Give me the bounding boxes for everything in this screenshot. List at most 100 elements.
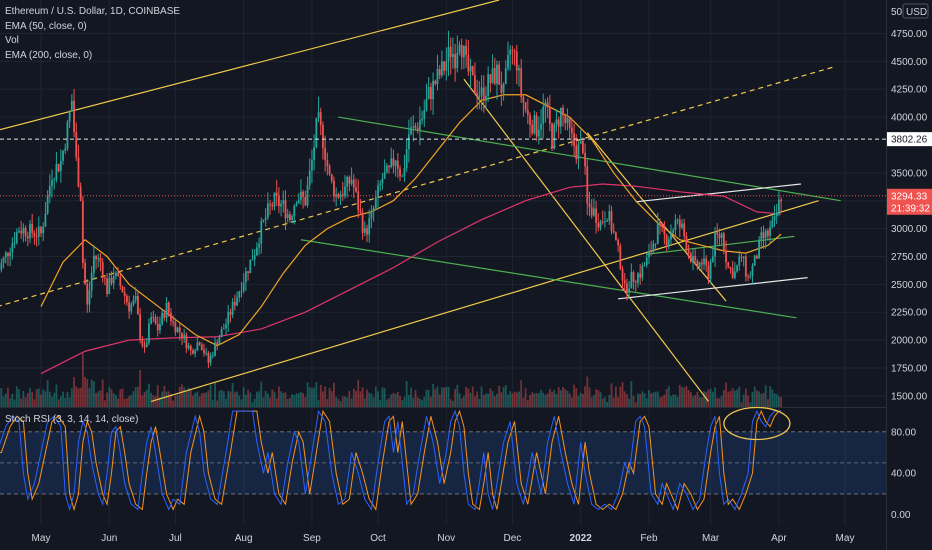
volume-bar: [159, 396, 161, 407]
volume-bar: [639, 394, 642, 407]
candle-body: [628, 288, 631, 293]
candle-body: [200, 344, 203, 350]
volume-bar: [132, 391, 135, 407]
level-badge: [887, 132, 932, 147]
candle-body: [480, 87, 483, 96]
volume-bar: [751, 391, 754, 407]
symbol-title[interactable]: Ethereum / U.S. Dollar, 1D, COINBASE: [5, 6, 181, 17]
price-tick-label: 2500.00: [891, 280, 928, 291]
candle-body: [652, 243, 655, 252]
candle-body: [504, 68, 507, 84]
candle-body: [493, 68, 496, 84]
volume-bar: [529, 395, 531, 407]
volume-bar: [282, 392, 285, 407]
stoch-rsi-legend[interactable]: Stoch RSI (3, 3, 14, 14, close): [5, 414, 139, 425]
volume-bar: [707, 389, 710, 407]
candle-body: [590, 207, 593, 216]
candle-body: [156, 323, 159, 331]
candle-body: [196, 342, 199, 351]
volume-bar: [535, 393, 538, 407]
candle-body: [597, 223, 600, 228]
candle-body: [533, 115, 536, 134]
volume-bar: [731, 388, 734, 407]
candle-body: [192, 350, 194, 354]
candle-body: [709, 261, 712, 279]
volume-bar: [454, 389, 457, 407]
volume-bar: [286, 398, 289, 407]
candle-body: [220, 329, 223, 338]
volume-bar: [62, 391, 64, 407]
candle-body: [178, 327, 181, 333]
annotation-ellipse: [723, 406, 791, 441]
candle-body: [421, 118, 423, 121]
candle-body: [388, 165, 390, 168]
volume-bar: [711, 391, 714, 407]
candle-body: [476, 92, 479, 98]
volume-bar: [615, 386, 617, 407]
volume-bar: [33, 399, 36, 407]
currency-label: USD: [906, 7, 927, 18]
volume-bar: [465, 386, 468, 407]
candle-body: [544, 102, 547, 107]
volume-bar: [66, 391, 69, 407]
candle-body: [46, 195, 49, 214]
time-tick-label: Jul: [169, 533, 182, 544]
volume-bar: [134, 387, 137, 407]
volume-bar: [176, 395, 179, 407]
volume-bar: [720, 395, 723, 407]
candle-body: [577, 143, 580, 160]
volume-bar: [225, 398, 227, 407]
candle-body: [229, 312, 232, 315]
volume-bar: [482, 394, 485, 407]
volume-bar: [526, 400, 529, 407]
last-price-badge: [887, 188, 932, 215]
volume-bar: [35, 389, 38, 407]
candle-body: [48, 185, 51, 196]
volume-bar: [319, 384, 322, 407]
volume-bar: [48, 391, 51, 407]
volume-bar: [13, 399, 16, 407]
candle-body: [610, 211, 613, 232]
candle-body: [775, 213, 778, 217]
volume-bar: [95, 393, 97, 407]
volume-bar: [469, 392, 472, 407]
volume-bar: [747, 395, 749, 407]
volume-bar: [634, 402, 637, 407]
candle-body: [619, 245, 622, 269]
volume-bar: [156, 385, 159, 407]
candle-body: [738, 256, 741, 266]
candle-body: [399, 168, 401, 177]
indicator-ema200[interactable]: EMA (200, close, 0): [5, 49, 93, 61]
candle-body: [520, 68, 523, 98]
volume-bar: [551, 391, 553, 407]
candle-body: [145, 342, 148, 347]
trend-line: [0, 0, 500, 131]
candle-body: [319, 112, 322, 125]
volume-bar: [421, 400, 423, 407]
volume-bar: [678, 384, 681, 407]
candle-body: [515, 51, 518, 71]
indicator-ema50[interactable]: EMA (50, close, 0): [5, 20, 87, 32]
volume-bar: [771, 389, 774, 407]
volume-bar: [632, 395, 635, 407]
volume-bar: [181, 384, 183, 407]
time-tick-label: Apr: [771, 533, 787, 544]
ema200-line: [40, 183, 782, 375]
volume-bar: [106, 392, 108, 407]
price-tick-label: 1750.00: [891, 363, 928, 374]
candle-body: [165, 302, 168, 318]
candle-body: [121, 285, 124, 293]
volume-bar: [200, 392, 203, 407]
volume-bar: [244, 394, 247, 407]
candle-body: [357, 191, 360, 211]
volume-bar: [324, 386, 327, 407]
candle-body: [427, 87, 430, 99]
volume-bar: [24, 397, 27, 407]
indicator-vol[interactable]: Vol: [5, 35, 19, 46]
volume-bar: [709, 388, 712, 407]
volume-bar: [480, 386, 483, 407]
volume-bar: [92, 381, 95, 407]
volume-bar: [211, 399, 214, 407]
candle-body: [630, 272, 633, 289]
